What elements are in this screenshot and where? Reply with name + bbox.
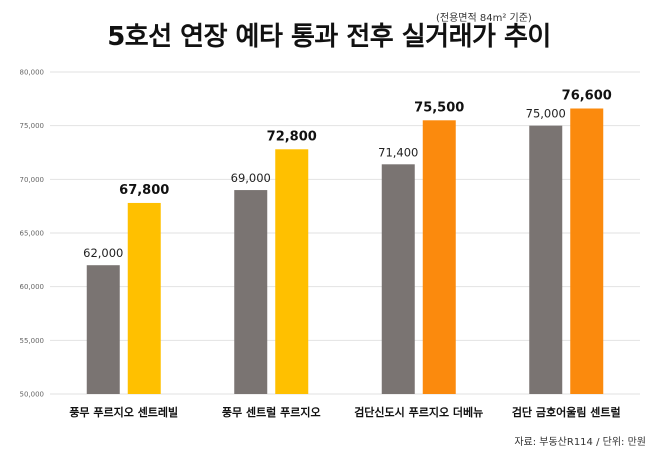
- source-note: 자료: 부동산R114 / 단위: 만원: [514, 437, 646, 448]
- data-label-after: 72,800: [267, 129, 317, 144]
- y-tick-label: 50,000: [20, 391, 45, 399]
- y-tick-label: 60,000: [20, 283, 45, 291]
- bar-before: [86, 265, 120, 394]
- data-label-after: 67,800: [119, 183, 169, 198]
- data-label-before: 62,000: [83, 246, 123, 260]
- x-category-label: 검단신도시 푸르지오 더베뉴: [354, 405, 483, 419]
- data-label-after: 75,500: [414, 100, 464, 115]
- bar-after: [127, 202, 161, 394]
- y-tick-label: 65,000: [20, 230, 45, 238]
- x-category-label: 검단 금호어울림 센트럴: [512, 405, 621, 419]
- y-tick-label: 55,000: [20, 337, 45, 345]
- data-label-before: 75,000: [526, 107, 566, 121]
- y-tick-label: 80,000: [20, 69, 45, 77]
- bar-after: [570, 108, 604, 394]
- bar-before: [529, 125, 563, 395]
- bar-after: [422, 120, 456, 395]
- bar-after: [275, 149, 309, 394]
- y-tick-label: 70,000: [20, 176, 45, 184]
- x-category-label: 풍무 푸르지오 센트레빌: [69, 405, 178, 419]
- data-label-before: 71,400: [378, 145, 418, 159]
- y-tick-label: 75,000: [20, 122, 45, 130]
- chart-title: 5호선 연장 예타 통과 전후 실거래가 추이: [107, 22, 551, 52]
- bar-before: [234, 190, 268, 394]
- bar-before: [381, 164, 415, 394]
- chart-subtitle: (전용면적 84m² 기준): [436, 13, 532, 24]
- data-label-before: 69,000: [231, 171, 271, 185]
- data-label-after: 76,600: [562, 88, 612, 103]
- x-category-label: 풍무 센트럴 푸르지오: [222, 405, 321, 419]
